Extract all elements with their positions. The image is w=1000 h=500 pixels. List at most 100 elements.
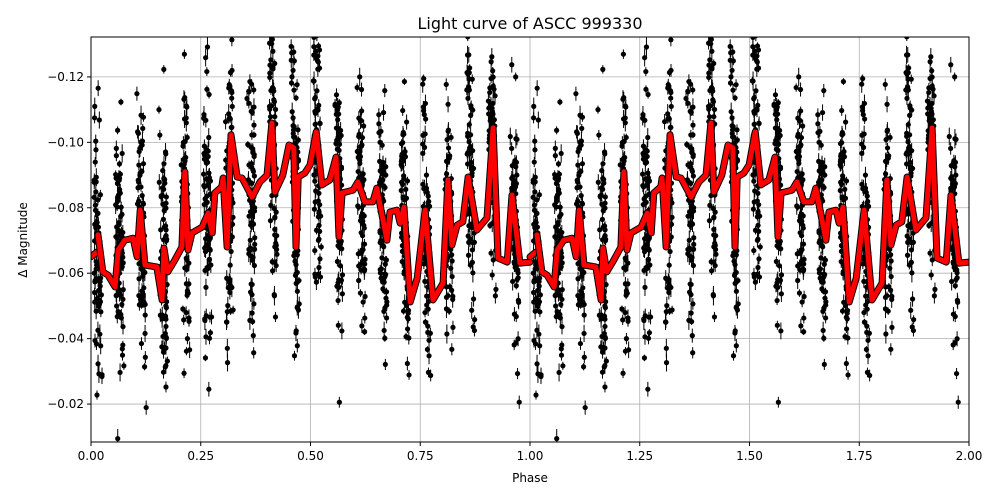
data-point [115, 127, 121, 133]
data-point [642, 176, 648, 182]
data-point [668, 284, 674, 291]
data-point [423, 116, 429, 122]
data-point [336, 111, 342, 117]
data-point [774, 280, 780, 286]
data-point [860, 76, 866, 82]
data-point [640, 182, 646, 189]
data-point [573, 129, 580, 135]
data-point [774, 322, 780, 328]
data-point [843, 326, 850, 332]
data-point [357, 118, 364, 124]
data-point [752, 279, 758, 285]
data-point [120, 324, 126, 330]
data-point [249, 257, 256, 263]
data-point [384, 299, 390, 305]
data-point [355, 155, 362, 161]
data-point [251, 301, 257, 307]
data-point [755, 222, 761, 228]
data-point [251, 122, 257, 128]
data-point [205, 265, 211, 272]
data-point [312, 17, 317, 22]
data-point [666, 262, 672, 268]
data-point [93, 308, 99, 314]
data-point [95, 85, 101, 91]
data-point [709, 48, 715, 54]
data-point [361, 225, 367, 231]
data-point [378, 237, 384, 244]
data-point [137, 170, 143, 176]
data-point [815, 112, 821, 118]
data-point [134, 91, 140, 97]
data-point [643, 44, 650, 50]
data-point [203, 236, 209, 242]
data-point [274, 233, 280, 239]
data-point [690, 173, 696, 179]
data-point [96, 287, 102, 294]
data-point [185, 290, 191, 296]
data-point [707, 87, 713, 94]
data-point [865, 198, 871, 205]
data-point [377, 139, 383, 145]
data-point [793, 84, 799, 91]
data-point [728, 109, 734, 115]
data-point [575, 302, 582, 308]
data-point [729, 115, 735, 121]
data-point [711, 226, 717, 233]
data-point [750, 206, 757, 212]
data-point [778, 328, 784, 334]
data-point [229, 37, 235, 43]
data-point [291, 353, 298, 359]
data-point [754, 7, 759, 12]
data-point [864, 323, 870, 329]
data-point [732, 330, 738, 336]
data-point [163, 384, 169, 390]
data-point [732, 95, 738, 101]
data-point [690, 104, 696, 110]
data-point [95, 327, 101, 333]
data-point [358, 230, 364, 236]
data-point [400, 132, 406, 138]
data-point [686, 209, 693, 215]
data-point [558, 150, 564, 157]
data-point [729, 127, 736, 133]
data-point [400, 308, 407, 314]
data-point [267, 74, 273, 81]
data-point [119, 264, 125, 270]
data-point [142, 330, 148, 337]
data-point [845, 372, 851, 378]
data-point [685, 89, 691, 95]
data-point [427, 330, 433, 336]
data-point [668, 103, 674, 110]
data-point [294, 82, 300, 88]
data-point [119, 352, 126, 358]
data-point [531, 202, 538, 208]
data-point [204, 86, 210, 92]
data-point [795, 131, 801, 137]
data-point [600, 208, 606, 214]
data-point [777, 133, 783, 139]
data-point [751, 247, 757, 254]
data-point [861, 131, 867, 137]
data-point [619, 139, 625, 146]
data-point [251, 208, 258, 214]
data-point [713, 233, 719, 239]
data-point [136, 261, 142, 267]
data-point [222, 119, 229, 125]
data-point [227, 69, 234, 76]
data-point [821, 361, 827, 368]
data-point [710, 205, 716, 212]
data-point [268, 202, 274, 208]
data-point [336, 399, 342, 405]
data-point [338, 133, 344, 139]
data-point [181, 317, 187, 323]
data-point [119, 150, 125, 157]
data-point [578, 142, 584, 148]
data-point [710, 99, 717, 105]
data-point [180, 139, 186, 146]
data-point [669, 307, 675, 313]
data-point [597, 227, 603, 233]
data-point [290, 115, 296, 121]
data-point [840, 78, 847, 85]
data-point [201, 115, 207, 121]
data-point [602, 334, 608, 340]
